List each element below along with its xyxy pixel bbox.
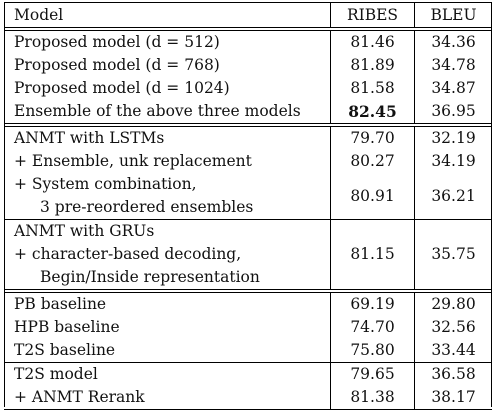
ribes-cell: 81.38 — [331, 386, 415, 409]
bleu-cell: 33.44 — [431, 341, 476, 359]
header-row: Model RIBES BLEU — [4, 3, 492, 27]
model-cell: HPB baseline — [4, 316, 331, 339]
model-cell-multiline: + System combination, 3 pre-reordered en… — [4, 173, 331, 219]
bleu-cell: 34.36 — [431, 33, 476, 51]
table-row: T2S model 79.65 36.58 — [4, 363, 492, 386]
table-row: + System combination, 3 pre-reordered en… — [4, 173, 492, 219]
bottom-rule — [4, 409, 492, 410]
model-line: 3 pre-reordered ensembles — [40, 198, 254, 216]
table-left-border — [4, 2, 5, 407]
bleu-cell: 34.78 — [431, 56, 476, 74]
table-row: ANMT with LSTMs 79.70 32.19 — [4, 127, 492, 150]
model-line: Begin/Inside representation — [40, 268, 260, 286]
ribes-cell: 69.19 — [331, 293, 415, 316]
table-row: PB baseline 69.19 29.80 — [4, 293, 492, 316]
ribes-cell: 80.27 — [331, 150, 415, 173]
table-row: Proposed model (d = 1024) 81.58 34.87 — [4, 77, 492, 100]
model-line: + System combination, — [14, 175, 197, 193]
model-cell: ANMT with LSTMs — [4, 127, 331, 150]
model-line: ANMT with GRUs — [14, 222, 155, 240]
ribes-cell: 81.15 — [331, 220, 415, 289]
ribes-cell: 75.80 — [331, 339, 415, 362]
bleu-cell: 38.17 — [431, 388, 476, 406]
bleu-cell: 34.19 — [431, 152, 476, 170]
table-row: + Ensemble, unk replacement 80.27 34.19 — [4, 150, 492, 173]
table-row: ANMT with GRUs + character-based decodin… — [4, 220, 492, 289]
ribes-cell: 79.65 — [331, 363, 415, 386]
table-row: Proposed model (d = 512) 81.46 34.36 — [4, 31, 492, 54]
group-rule — [4, 362, 492, 363]
ribes-cell: 79.70 — [331, 127, 415, 150]
header-model: Model — [4, 3, 331, 27]
row-rule — [4, 219, 492, 220]
model-cell-multiline: ANMT with GRUs + character-based decodin… — [4, 220, 331, 289]
table-row: Ensemble of the above three models 82.45… — [4, 100, 492, 123]
model-cell: + Ensemble, unk replacement — [4, 150, 331, 173]
table-row: + ANMT Rerank 81.38 38.17 — [4, 386, 492, 409]
ribes-cell: 80.91 — [331, 173, 415, 219]
group-double-rule — [4, 289, 492, 293]
table-right-border — [491, 2, 492, 407]
bleu-cell: 36.95 — [431, 102, 476, 120]
model-cell: Proposed model (d = 768) — [4, 54, 331, 77]
model-cell: Ensemble of the above three models — [4, 100, 331, 123]
bleu-cell: 34.87 — [431, 79, 476, 97]
header-bleu: BLEU — [430, 6, 477, 24]
model-cell: Proposed model (d = 512) — [4, 31, 331, 54]
model-cell: T2S model — [4, 363, 331, 386]
model-line: + character-based decoding, — [14, 245, 242, 263]
model-cell: + ANMT Rerank — [4, 386, 331, 409]
group-double-rule — [4, 123, 492, 127]
bleu-cell: 35.75 — [431, 245, 476, 263]
model-cell: PB baseline — [4, 293, 331, 316]
header-double-rule — [4, 27, 492, 31]
table-row: HPB baseline 74.70 32.56 — [4, 316, 492, 339]
ribes-cell: 81.58 — [331, 77, 415, 100]
ribes-cell-best: 82.45 — [331, 100, 415, 123]
top-rule — [4, 2, 492, 3]
ribes-cell: 81.89 — [331, 54, 415, 77]
bleu-cell: 32.56 — [431, 318, 476, 336]
header-ribes: RIBES — [331, 3, 415, 27]
results-table: Model RIBES BLEU Proposed model (d = 512… — [4, 2, 492, 410]
ribes-cell: 81.46 — [331, 31, 415, 54]
bleu-cell: 29.80 — [431, 295, 476, 313]
model-cell: T2S baseline — [4, 339, 331, 362]
bleu-cell: 32.19 — [431, 129, 476, 147]
table-row: T2S baseline 75.80 33.44 — [4, 339, 492, 362]
bleu-cell: 36.21 — [431, 186, 476, 205]
bleu-cell: 36.58 — [431, 365, 476, 383]
table-row: Proposed model (d = 768) 81.89 34.78 — [4, 54, 492, 77]
model-cell: Proposed model (d = 1024) — [4, 77, 331, 100]
ribes-cell: 74.70 — [331, 316, 415, 339]
